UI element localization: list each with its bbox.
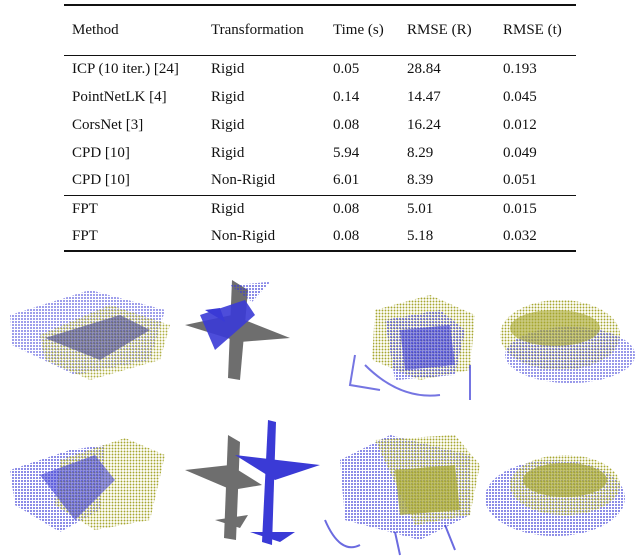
cell-rmse-t: 0.045: [503, 88, 537, 105]
point-cloud-figure: [10, 280, 635, 556]
table-row: CPD [10] Non-Rigid 6.01 8.39 0.051: [64, 167, 576, 195]
panel-airplane-top: [185, 280, 290, 380]
header-rmse-t: RMSE (t): [503, 21, 562, 38]
cell-method: CPD [10]: [72, 172, 130, 189]
cell-time: 0.08: [333, 228, 360, 244]
table-row: CPD [10] Rigid 5.94 8.29 0.049: [64, 139, 576, 167]
cell-transformation: Rigid: [211, 144, 245, 161]
registration-figure: [0, 270, 640, 559]
cell-transformation: Non-Rigid: [211, 172, 276, 189]
header-time: Time (s): [333, 21, 384, 38]
cell-method: FPT: [72, 228, 98, 244]
cell-method: PointNetLK [4]: [72, 88, 167, 105]
cell-rmse-t: 0.012: [503, 116, 537, 133]
panel-airplane-bottom: [185, 420, 320, 545]
cell-transformation: Rigid: [211, 116, 245, 133]
panel-box-top: [10, 290, 170, 380]
cell-rmse-r: 5.01: [407, 200, 434, 217]
header-rmse-r: RMSE (R): [407, 21, 472, 38]
cell-rmse-r: 8.39: [407, 172, 434, 189]
results-table: Method Transformation Time (s) RMSE (R) …: [64, 4, 576, 252]
cell-rmse-r: 14.47: [407, 88, 441, 105]
cell-time: 0.05: [333, 60, 360, 77]
cell-rmse-r: 5.18: [407, 228, 434, 244]
cell-rmse-t: 0.051: [503, 172, 537, 189]
table-row: PointNetLK [4] Rigid 0.14 14.47 0.045: [64, 83, 576, 111]
results-table-container: Method Transformation Time (s) RMSE (R) …: [64, 4, 576, 252]
header-method: Method: [72, 21, 119, 38]
cell-transformation: Rigid: [211, 88, 245, 105]
cell-method: FPT: [72, 200, 98, 217]
cell-rmse-t: 0.032: [503, 228, 537, 244]
panel-chair-top: [348, 295, 475, 400]
cell-transformation: Rigid: [211, 60, 245, 77]
cell-rmse-r: 16.24: [407, 116, 441, 133]
panel-bathtub-top: [500, 300, 635, 383]
cell-time: 0.08: [333, 116, 360, 133]
cell-time: 5.94: [333, 144, 360, 161]
cell-method: CorsNet [3]: [72, 116, 144, 133]
table-row: FPT Rigid 0.08 5.01 0.015: [64, 195, 576, 223]
cell-rmse-r: 28.84: [407, 60, 441, 77]
panel-box-bottom: [10, 438, 165, 532]
cell-rmse-t: 0.015: [503, 200, 537, 217]
header-transformation: Transformation: [211, 21, 304, 38]
table-row: ICP (10 iter.) [24] Rigid 0.05 28.84 0.1…: [64, 55, 576, 83]
cell-time: 6.01: [333, 172, 360, 189]
cell-rmse-r: 8.29: [407, 144, 434, 161]
cell-time: 0.14: [333, 88, 360, 105]
cell-method: CPD [10]: [72, 144, 130, 161]
cell-transformation: Rigid: [211, 200, 245, 217]
cell-time: 0.08: [333, 200, 360, 217]
panel-chair-bottom: [324, 435, 480, 556]
panel-bathtub-bottom: [485, 455, 625, 536]
cell-transformation: Non-Rigid: [211, 228, 276, 244]
cell-rmse-t: 0.049: [503, 144, 537, 161]
cell-rmse-t: 0.193: [503, 60, 537, 77]
table-header-row: Method Transformation Time (s) RMSE (R) …: [64, 5, 576, 55]
table-row: CorsNet [3] Rigid 0.08 16.24 0.012: [64, 111, 576, 139]
table-row: FPT Non-Rigid 0.08 5.18 0.032: [64, 223, 576, 251]
cell-method: ICP (10 iter.) [24]: [72, 60, 179, 77]
